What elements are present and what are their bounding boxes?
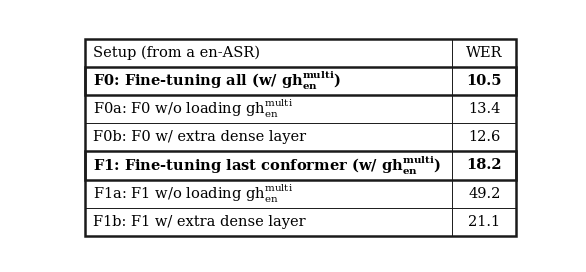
Text: 12.6: 12.6 xyxy=(468,130,500,144)
Text: WER: WER xyxy=(466,46,503,60)
Bar xyxy=(84,152,516,180)
Text: 13.4: 13.4 xyxy=(468,102,500,116)
Text: 21.1: 21.1 xyxy=(468,215,500,229)
Text: 10.5: 10.5 xyxy=(466,74,502,88)
Bar xyxy=(84,67,516,95)
Text: F0b: F0 w/ extra dense layer: F0b: F0 w/ extra dense layer xyxy=(93,130,306,144)
Text: F1b: F1 w/ extra dense layer: F1b: F1 w/ extra dense layer xyxy=(93,215,305,229)
Text: Setup (from a en-ASR): Setup (from a en-ASR) xyxy=(93,46,260,60)
Text: F1a: F1 w/o loading gh$_\mathregular{en}^\mathregular{multi}$: F1a: F1 w/o loading gh$_\mathregular{en}… xyxy=(93,182,293,205)
Text: 18.2: 18.2 xyxy=(466,159,502,172)
Text: F0a: F0 w/o loading gh$_\mathregular{en}^\mathregular{multi}$: F0a: F0 w/o loading gh$_\mathregular{en}… xyxy=(93,98,293,120)
Text: F1: Fine-tuning last conformer (w/ gh$_\mathregular{en}^\mathregular{multi}$): F1: Fine-tuning last conformer (w/ gh$_\… xyxy=(93,154,441,177)
Text: 49.2: 49.2 xyxy=(468,187,500,201)
Text: F0: Fine-tuning all (w/ gh$_\mathregular{en}^\mathregular{multi}$): F0: Fine-tuning all (w/ gh$_\mathregular… xyxy=(93,70,340,92)
